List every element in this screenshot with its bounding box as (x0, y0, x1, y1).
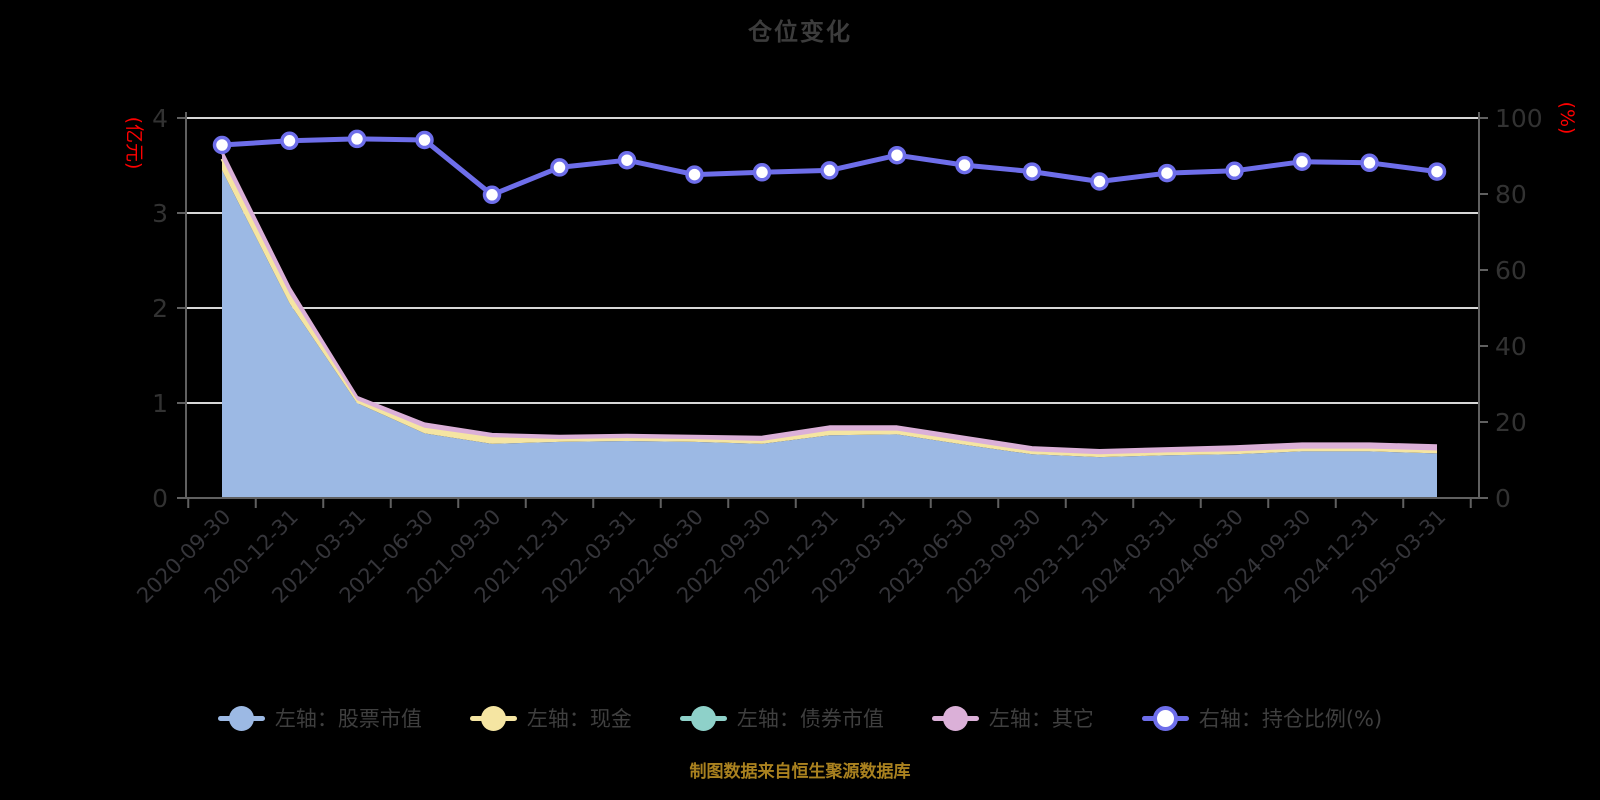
cash-legend-marker-icon (469, 705, 517, 731)
chart-legend: 左轴：股票市值 左轴：现金 左轴：债券市值 左轴：其它 右轴：持仓比例(%) (0, 703, 1600, 733)
data-point-marker (212, 135, 232, 155)
right-axis-tick-label: 80 (1495, 180, 1527, 209)
stock-legend-marker-icon (217, 705, 265, 731)
bond-area-series (222, 158, 1437, 455)
left-axis-tick-label: 2 (152, 294, 168, 323)
legend-item-label: 左轴：现金 (526, 707, 632, 731)
other-legend-marker-icon (931, 705, 979, 731)
legend-item-label: 左轴：其它 (988, 707, 1094, 731)
data-source-note: 制图数据来自恒生聚源数据库 (689, 762, 911, 782)
x-axis-labels: 2020-09-302020-12-312021-03-312021-06-30… (132, 505, 1450, 608)
stacked-area-series (220, 151, 1438, 499)
left-axis-tick-label: 4 (152, 104, 168, 133)
data-point-marker (752, 163, 772, 182)
y-grid-lines (186, 117, 1479, 404)
left-axis-tick-label: 0 (152, 484, 168, 513)
axes (177, 112, 1488, 508)
legend-item-cash[interactable]: 左轴：现金 (469, 703, 632, 733)
cash-area-edge (220, 158, 1438, 456)
bond-legend-marker-icon (679, 705, 727, 731)
data-point-marker (1225, 161, 1244, 181)
data-point-marker (955, 155, 974, 175)
legend-item-ratio[interactable]: 右轴：持仓比例(%) (1141, 703, 1383, 733)
right-axis-tick-label: 100 (1495, 104, 1543, 133)
data-point-marker (887, 145, 907, 165)
right-axis-tick-label: 60 (1495, 256, 1527, 285)
data-point-marker (1360, 153, 1379, 173)
legend-item-bond[interactable]: 左轴：债券市值 (679, 703, 884, 733)
data-point-marker (820, 161, 839, 180)
right-axis-unit-label: (%) (1556, 102, 1578, 135)
data-point-marker (482, 185, 502, 205)
data-point-marker (415, 130, 434, 150)
right-axis-tick-label: 20 (1495, 408, 1527, 437)
other-area-edge (220, 151, 1438, 452)
data-point-marker (685, 165, 704, 184)
data-point-marker (1022, 162, 1042, 181)
left-axis-tick-label: 1 (152, 389, 168, 418)
data-point-marker (347, 129, 367, 149)
ratio-legend-marker-icon (1141, 705, 1189, 731)
data-point-marker (1157, 163, 1177, 183)
data-point-marker (1090, 172, 1109, 191)
left-axis-tick-label: 3 (152, 199, 168, 228)
right-axis-labels: 0 20 40 60 80 100 (1495, 104, 1543, 513)
data-point-marker (550, 158, 569, 177)
stock-area-series (222, 170, 1437, 499)
legend-item-label: 右轴：持仓比例(%) (1198, 707, 1383, 731)
other-area-series (222, 152, 1437, 455)
legend-item-label: 左轴：债券市值 (736, 707, 884, 731)
data-point-marker (617, 150, 637, 170)
legend-item-other[interactable]: 左轴：其它 (931, 703, 1094, 733)
left-axis-unit-label: (亿元) (123, 117, 145, 170)
data-point-marker (1292, 152, 1312, 171)
legend-item-stock[interactable]: 左轴：股票市值 (217, 703, 422, 733)
holdings-ratio-line-series (212, 129, 1447, 205)
page-title: 仓位变化 (748, 18, 852, 46)
right-axis-tick-label: 0 (1495, 484, 1511, 513)
legend-item-label: 左轴：股票市值 (274, 707, 422, 731)
right-axis-tick-label: 40 (1495, 332, 1527, 361)
left-axis-labels: 0 1 2 3 4 (152, 104, 168, 513)
data-point-marker (280, 131, 299, 151)
data-point-marker (1427, 162, 1447, 181)
